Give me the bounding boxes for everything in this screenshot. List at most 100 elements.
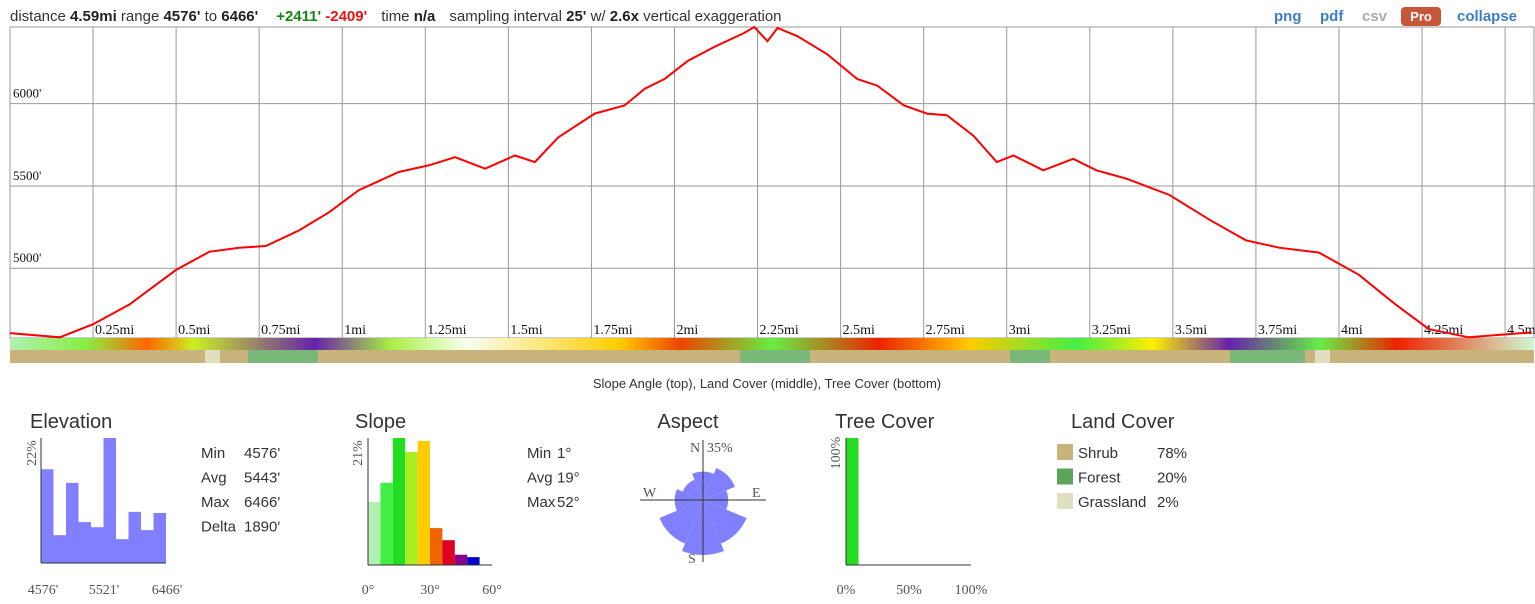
- forest-patch: [740, 350, 810, 363]
- x-tick-label: 3mi: [1009, 323, 1031, 338]
- stat-value: 6466': [244, 494, 280, 511]
- stat-label: Min: [527, 445, 551, 462]
- x-tick-label: 2.25mi: [760, 323, 799, 338]
- stat-value: 1890': [244, 519, 280, 536]
- x-tick-label: 4576': [28, 583, 59, 598]
- stat-label: Min: [201, 445, 225, 462]
- grassland-patch: [1315, 350, 1330, 363]
- legend-name: Shrub: [1078, 445, 1118, 462]
- elevation-line: [9, 25, 1532, 339]
- x-tick-label: 50%: [896, 583, 922, 598]
- histogram-bar: [41, 469, 54, 563]
- csv-link[interactable]: csv: [1362, 8, 1388, 25]
- histogram-bar: [116, 539, 129, 563]
- legend-swatch: [1057, 468, 1073, 485]
- histogram-bar: [128, 511, 141, 563]
- x-tick-label: 1.75mi: [593, 323, 632, 338]
- y-tick-label: 6000': [13, 86, 41, 101]
- stat-value: 4576': [244, 445, 280, 462]
- legend-value: 2%: [1157, 494, 1179, 511]
- legend-name: Grassland: [1078, 494, 1146, 511]
- png-link[interactable]: png: [1274, 8, 1302, 25]
- x-tick-label: 1mi: [344, 323, 366, 338]
- histogram-bar: [380, 482, 393, 565]
- y-axis-label: 100%: [829, 436, 844, 469]
- x-tick-label: 4.5mi: [1507, 323, 1535, 338]
- stat-value: 19°: [557, 470, 580, 487]
- histogram-bar: [846, 438, 859, 565]
- forest-patch: [1010, 350, 1050, 363]
- x-tick-label: 0.75mi: [261, 323, 300, 338]
- pro-badge[interactable]: [1401, 7, 1441, 26]
- band-caption: Slope Angle (top), Land Cover (middle), …: [593, 376, 941, 391]
- legend-value: 20%: [1157, 470, 1187, 487]
- x-tick-label: 3.75mi: [1258, 323, 1297, 338]
- y-tick-label: 5500': [13, 168, 41, 183]
- x-tick-label: 0.25mi: [95, 323, 134, 338]
- legend-name: Forest: [1078, 470, 1121, 487]
- y-axis-label: 21%: [351, 440, 366, 466]
- x-tick-label: 1.5mi: [510, 323, 542, 338]
- histogram-bar: [66, 482, 79, 563]
- pro-label[interactable]: Pro: [1410, 9, 1432, 24]
- x-tick-label: 60°: [482, 583, 502, 598]
- x-tick-label: 2.5mi: [843, 323, 875, 338]
- x-tick-label: 0.5mi: [178, 323, 210, 338]
- histogram-bar: [467, 557, 480, 565]
- x-tick-label: 3.5mi: [1175, 323, 1207, 338]
- stat-label: Max: [527, 494, 556, 511]
- aspect-petal: [703, 468, 735, 500]
- x-tick-label: 0°: [362, 583, 375, 598]
- aspect-petal: [682, 479, 703, 500]
- stat-label: Max: [201, 494, 230, 511]
- x-tick-label: 2mi: [676, 323, 698, 338]
- pdf-link[interactable]: pdf: [1320, 8, 1344, 25]
- legend-value: 78%: [1157, 445, 1187, 462]
- forest-patch: [248, 350, 318, 363]
- histogram-bar: [430, 528, 443, 565]
- grassland-patch: [205, 350, 220, 363]
- x-tick-label: 2.75mi: [926, 323, 965, 338]
- histogram-bar: [442, 540, 455, 565]
- x-tick-label: 30°: [420, 583, 440, 598]
- stat-label: Avg: [201, 470, 227, 487]
- direction-label: N: [690, 441, 700, 456]
- y-tick-label: 5000': [13, 250, 41, 265]
- x-tick-label: 3.25mi: [1092, 323, 1131, 338]
- y-axis-label: 22%: [25, 440, 40, 466]
- histogram-bar: [103, 438, 116, 563]
- x-tick-label: 100%: [955, 583, 988, 598]
- forest-patch: [1230, 350, 1305, 363]
- panel-title: Tree Cover: [835, 411, 935, 433]
- histogram-bar: [392, 438, 406, 565]
- stat-value: 1°: [557, 445, 571, 462]
- stat-label: Avg: [527, 470, 553, 487]
- histogram-bar: [91, 527, 104, 563]
- radius-label: 35%: [707, 441, 733, 456]
- stat-label: Delta: [201, 519, 237, 536]
- x-tick-label: 5521': [89, 583, 120, 598]
- panel-title: Aspect: [657, 411, 719, 433]
- histogram-bar: [53, 535, 66, 563]
- x-tick-label: 6466': [152, 583, 183, 598]
- x-tick-label: 0%: [837, 583, 856, 598]
- histogram-bar: [454, 554, 468, 565]
- collapse-link[interactable]: collapse: [1457, 8, 1517, 25]
- plot-frame: [9, 26, 1535, 339]
- aspect-petal: [703, 500, 747, 544]
- histogram-bar: [153, 513, 166, 563]
- direction-label: W: [643, 486, 657, 501]
- legend-swatch: [1057, 444, 1073, 460]
- histogram-bar: [405, 451, 418, 565]
- histogram-bar: [417, 441, 430, 565]
- histogram-bar: [141, 530, 154, 563]
- aspect-petal: [659, 500, 703, 544]
- stat-value: 52°: [557, 494, 580, 511]
- slope-band: [10, 338, 1534, 350]
- panel-title: Elevation: [30, 411, 112, 433]
- x-tick-label: 1.25mi: [427, 323, 466, 338]
- histogram-bar: [78, 522, 91, 563]
- legend-swatch: [1057, 493, 1073, 509]
